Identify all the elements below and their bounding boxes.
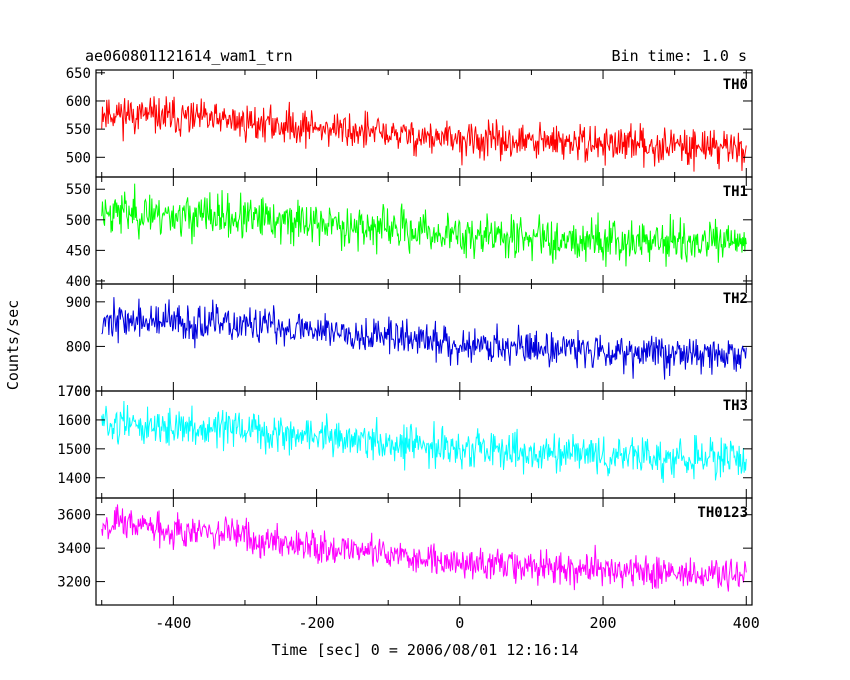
y-tick-label-th0123: 3600 bbox=[57, 508, 91, 524]
series-line-th0123 bbox=[101, 504, 747, 592]
y-tick-label-th3: 1400 bbox=[57, 471, 91, 487]
y-axis-label: Counts/sec bbox=[4, 300, 22, 390]
y-tick-label-th2: 800 bbox=[66, 339, 91, 355]
y-tick-label-th3: 1600 bbox=[57, 413, 91, 429]
panel-label-th0: TH0 bbox=[723, 77, 748, 93]
bin-time-label: Bin time: 1.0 s bbox=[612, 47, 747, 65]
x-tick-label: 400 bbox=[733, 614, 760, 632]
y-tick-label-th0: 650 bbox=[66, 66, 91, 82]
panel-label-th0123: TH0123 bbox=[697, 505, 748, 521]
y-tick-label-th1: 500 bbox=[66, 213, 91, 229]
panel-label-th2: TH2 bbox=[723, 291, 748, 307]
x-tick-label: -200 bbox=[299, 614, 335, 632]
y-tick-label-th1: 400 bbox=[66, 274, 91, 290]
panel-label-th1: TH1 bbox=[723, 184, 748, 200]
y-tick-label-th1: 550 bbox=[66, 182, 91, 198]
x-tick-label: -400 bbox=[155, 614, 191, 632]
y-tick-label-th1: 450 bbox=[66, 243, 91, 259]
y-tick-label-th0: 600 bbox=[66, 94, 91, 110]
y-tick-label-th2: 700 bbox=[66, 384, 91, 400]
panels-group: 500 550 600 650 TH0 400 450 500 550 TH1 700 800 900 T… bbox=[57, 66, 760, 632]
series-line-th3 bbox=[101, 401, 747, 483]
y-tick-label-th3: 1700 bbox=[57, 384, 91, 400]
panel-label-th3: TH3 bbox=[723, 398, 748, 414]
y-tick-label-th0123: 3200 bbox=[57, 575, 91, 591]
panel-frame-th0123 bbox=[95, 497, 753, 606]
series-line-th2 bbox=[101, 297, 747, 380]
y-tick-label-th0123: 3400 bbox=[57, 541, 91, 557]
y-tick-label-th3: 1500 bbox=[57, 442, 91, 458]
x-tick-label: 200 bbox=[589, 614, 616, 632]
y-tick-label-th0: 550 bbox=[66, 122, 91, 138]
series-line-th1 bbox=[101, 183, 747, 267]
x-axis-label: Time [sec] 0 = 2006/08/01 12:16:14 bbox=[271, 641, 578, 659]
y-tick-label-th0: 500 bbox=[66, 150, 91, 166]
x-tick-label: 0 bbox=[455, 614, 464, 632]
chart-title: ae060801121614_wam1_trn bbox=[85, 47, 293, 65]
y-tick-label-th2: 900 bbox=[66, 295, 91, 311]
series-line-th0 bbox=[101, 96, 747, 172]
